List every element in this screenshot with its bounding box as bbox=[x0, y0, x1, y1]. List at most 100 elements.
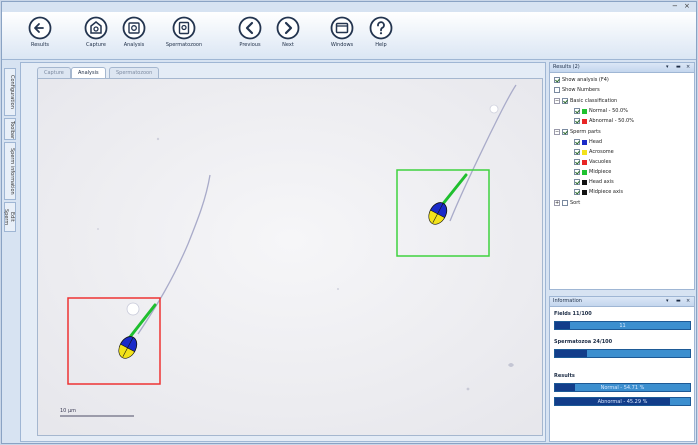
minimize-button[interactable]: − bbox=[672, 2, 678, 10]
abnormal-swatch bbox=[582, 118, 587, 124]
sperm-tail-1 bbox=[449, 84, 517, 222]
capture-icon bbox=[84, 16, 108, 40]
abnormal-result-bar: Abnormal - 45.29 % bbox=[554, 397, 691, 406]
information-close-icon[interactable]: × bbox=[686, 298, 691, 304]
normal-sperm-box bbox=[396, 169, 490, 257]
results-label: Results bbox=[554, 373, 575, 379]
analysis-icon bbox=[122, 16, 146, 40]
fields-progress-fill bbox=[555, 322, 570, 329]
fields-progress-text: 11 bbox=[619, 323, 626, 329]
collapse-icon[interactable]: − bbox=[554, 98, 560, 104]
next-button[interactable]: Next bbox=[268, 16, 308, 58]
sperm-parts-node[interactable]: − Sperm parts bbox=[554, 129, 601, 135]
tab-analysis[interactable]: Analysis bbox=[71, 67, 106, 78]
normal-checkbox[interactable] bbox=[574, 108, 580, 114]
close-button[interactable]: × bbox=[684, 2, 690, 10]
information-autohide-icon[interactable]: ▬ bbox=[676, 298, 681, 304]
normal-swatch bbox=[582, 108, 587, 114]
windows-button[interactable]: Windows bbox=[322, 16, 362, 58]
expand-icon[interactable]: + bbox=[554, 200, 560, 206]
midpiece-axis-checkbox[interactable] bbox=[574, 189, 580, 195]
normal-result-text: Normal - 54.71 % bbox=[600, 385, 645, 391]
side-tab-sperm-information[interactable]: Sperm information bbox=[4, 142, 16, 200]
head-swatch bbox=[582, 139, 587, 145]
results-button[interactable]: Results bbox=[20, 16, 60, 58]
normal-result-bar: Normal - 54.71 % bbox=[554, 383, 691, 392]
spermatozoa-progress-bar bbox=[554, 349, 691, 358]
vacuoles-item[interactable]: Vacuoles bbox=[574, 159, 611, 167]
side-tab-edit-sperm[interactable]: Edit Sperm bbox=[3, 202, 16, 232]
results-autohide-icon[interactable]: ▬ bbox=[676, 64, 681, 70]
abnormal-sperm-box bbox=[67, 297, 161, 385]
microscope-image bbox=[38, 79, 542, 435]
previous-label: Previous bbox=[239, 42, 261, 48]
sperm-head-1 bbox=[428, 202, 448, 225]
sperm-tail-2 bbox=[137, 174, 211, 335]
normal-result-fill bbox=[555, 384, 576, 391]
results-panel: Results (2) ▾ ▬ × Show analysis (F4) Sho… bbox=[549, 62, 695, 290]
basic-classification-checkbox[interactable] bbox=[562, 98, 568, 104]
sperm-midpiece-2 bbox=[128, 303, 157, 339]
show-numbers-checkbox[interactable] bbox=[554, 87, 560, 93]
midpiece-swatch bbox=[582, 169, 587, 175]
information-pin-icon[interactable]: ▾ bbox=[666, 298, 669, 304]
head-checkbox[interactable] bbox=[574, 139, 580, 145]
capture-label: Capture bbox=[86, 42, 106, 48]
information-panel: Information ▾ ▬ × Fields 11/100 11 Sperm… bbox=[549, 296, 695, 442]
midpiece-item[interactable]: Midpiece bbox=[574, 169, 611, 177]
help-button[interactable]: Help bbox=[361, 16, 401, 58]
show-analysis-option[interactable]: Show analysis (F4) bbox=[554, 77, 609, 85]
acrosome-checkbox[interactable] bbox=[574, 149, 580, 155]
vacuoles-checkbox[interactable] bbox=[574, 159, 580, 165]
head-axis-checkbox[interactable] bbox=[574, 179, 580, 185]
acrosome-item[interactable]: Acrosome bbox=[574, 149, 614, 157]
show-numbers-option[interactable]: Show Numbers bbox=[554, 87, 600, 95]
tab-capture[interactable]: Capture bbox=[37, 67, 71, 78]
normal-item[interactable]: Normal - 50.0% bbox=[574, 108, 628, 116]
microscope-image-viewer[interactable]: 10 µm bbox=[37, 78, 543, 436]
sort-node[interactable]: + Sort bbox=[554, 200, 581, 206]
basic-classification-node[interactable]: − Basic classification bbox=[554, 98, 618, 104]
abnormal-item[interactable]: Abnormal - 50.0% bbox=[574, 118, 634, 126]
capture-button[interactable]: Capture bbox=[76, 16, 116, 58]
show-analysis-checkbox[interactable] bbox=[554, 77, 560, 83]
previous-button[interactable]: Previous bbox=[230, 16, 270, 58]
side-tab-toolbar[interactable]: Toolbar bbox=[4, 118, 16, 140]
analysis-button[interactable]: Analysis bbox=[114, 16, 154, 58]
midpiece-axis-item[interactable]: Midpiece axis bbox=[574, 189, 623, 197]
abnormal-result-fill bbox=[555, 398, 670, 405]
head-item[interactable]: Head bbox=[574, 139, 602, 147]
analysis-label: Analysis bbox=[123, 42, 145, 48]
midpiece-checkbox[interactable] bbox=[574, 169, 580, 175]
information-panel-title: Information bbox=[553, 298, 582, 304]
sperm-head-2 bbox=[118, 336, 138, 359]
results-pin-icon[interactable]: ▾ bbox=[666, 64, 669, 70]
next-label: Next bbox=[282, 42, 294, 48]
abnormal-result-text: Abnormal - 45.29 % bbox=[597, 399, 648, 405]
scale-bar-label: 10 µm bbox=[60, 408, 77, 414]
spermatozoon-icon bbox=[172, 16, 196, 40]
head-axis-swatch bbox=[582, 179, 587, 185]
spermatozoon-button[interactable]: Spermatozoon bbox=[164, 16, 204, 58]
collapse-icon[interactable]: − bbox=[554, 129, 560, 135]
spermatozoa-label: Spermatozoa 24/100 bbox=[554, 339, 613, 345]
spermatozoon-label: Spermatozoon bbox=[165, 42, 203, 48]
right-panels: Results (2) ▾ ▬ × Show analysis (F4) Sho… bbox=[549, 62, 695, 442]
head-axis-item[interactable]: Head axis bbox=[574, 179, 614, 187]
windows-icon bbox=[330, 16, 354, 40]
abnormal-checkbox[interactable] bbox=[574, 118, 580, 124]
windows-label: Windows bbox=[330, 42, 354, 48]
sperm-midpiece-1 bbox=[440, 173, 468, 207]
title-bar: − × bbox=[2, 2, 696, 12]
tab-spermatozoon[interactable]: Spermatozoon bbox=[109, 67, 160, 78]
sort-checkbox[interactable] bbox=[562, 200, 568, 206]
results-close-icon[interactable]: × bbox=[686, 64, 691, 70]
fields-label: Fields 11/100 bbox=[554, 311, 592, 317]
sperm-parts-checkbox[interactable] bbox=[562, 129, 568, 135]
results-panel-title: Results (2) bbox=[553, 64, 580, 70]
side-tab-configuration[interactable]: Configuration bbox=[4, 68, 16, 116]
arrow-left-circle-icon bbox=[28, 16, 52, 40]
chevron-right-icon bbox=[276, 16, 300, 40]
results-panel-header: Results (2) ▾ ▬ × bbox=[550, 63, 694, 73]
